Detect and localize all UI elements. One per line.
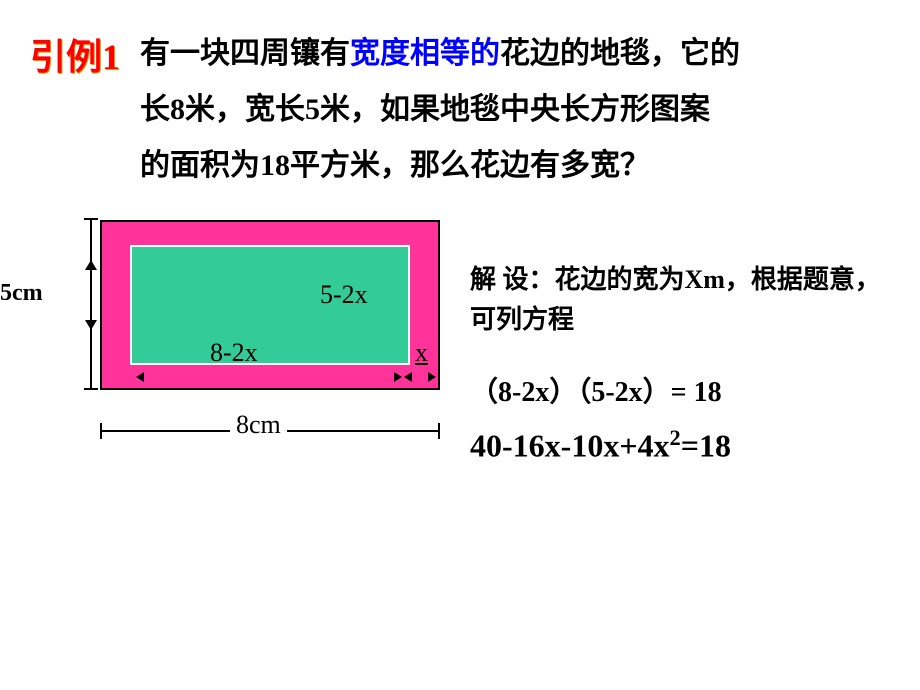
dim-h-tick-left: [100, 423, 102, 439]
x-arrow-left-icon: [404, 372, 412, 382]
eq2-post: =18: [681, 428, 731, 464]
inner-arrow-right-icon: [394, 372, 402, 382]
inner-rectangle: [130, 245, 410, 365]
x-arrow-right-icon: [428, 372, 436, 382]
dim-vertical-line: [90, 220, 92, 390]
label-inner-width: 8-2x: [210, 338, 258, 368]
dim-v-tick-bot: [84, 388, 98, 390]
problem-highlight: 宽度相等的: [350, 37, 500, 70]
equation-1: （8-2x）（5-2x）= 18: [470, 370, 722, 410]
eq2-sup: 2: [670, 425, 681, 450]
solution-intro: 解 设：花边的宽为Xm，根据题意，可列方程: [470, 260, 890, 340]
problem-text: 有一块四周镶有宽度相等的花边的地毯，它的 长8米，宽长5米，如果地毯中央长方形图…: [140, 26, 880, 194]
problem-line3: 的面积为18平方米，那么花边有多宽？: [140, 149, 650, 182]
problem-part1: 有一块四周镶有: [140, 37, 350, 70]
label-gap-x: x: [415, 338, 428, 368]
problem-line2: 长8米，宽长5米，如果地毯中央长方形图案: [140, 93, 710, 126]
eq2-pre: 40-16x-10x+4x: [470, 428, 670, 464]
inner-arrow-left-icon: [136, 372, 144, 382]
example-title: 引例1: [30, 28, 120, 80]
label-height: 5cm: [0, 280, 43, 307]
label-inner-height: 5-2x: [320, 280, 368, 310]
dim-v-tick-top: [84, 218, 98, 220]
arrow-down-icon: [85, 320, 97, 330]
problem-part2: 花边的地毯，它的: [500, 37, 740, 70]
arrow-up-icon: [85, 260, 97, 270]
carpet-diagram: 5cm 8cm 5-2x 8-2x x: [30, 220, 450, 480]
equation-2: 40-16x-10x+4x2=18: [470, 425, 731, 465]
label-width: 8cm: [230, 410, 287, 440]
dim-h-tick-right: [438, 423, 440, 439]
